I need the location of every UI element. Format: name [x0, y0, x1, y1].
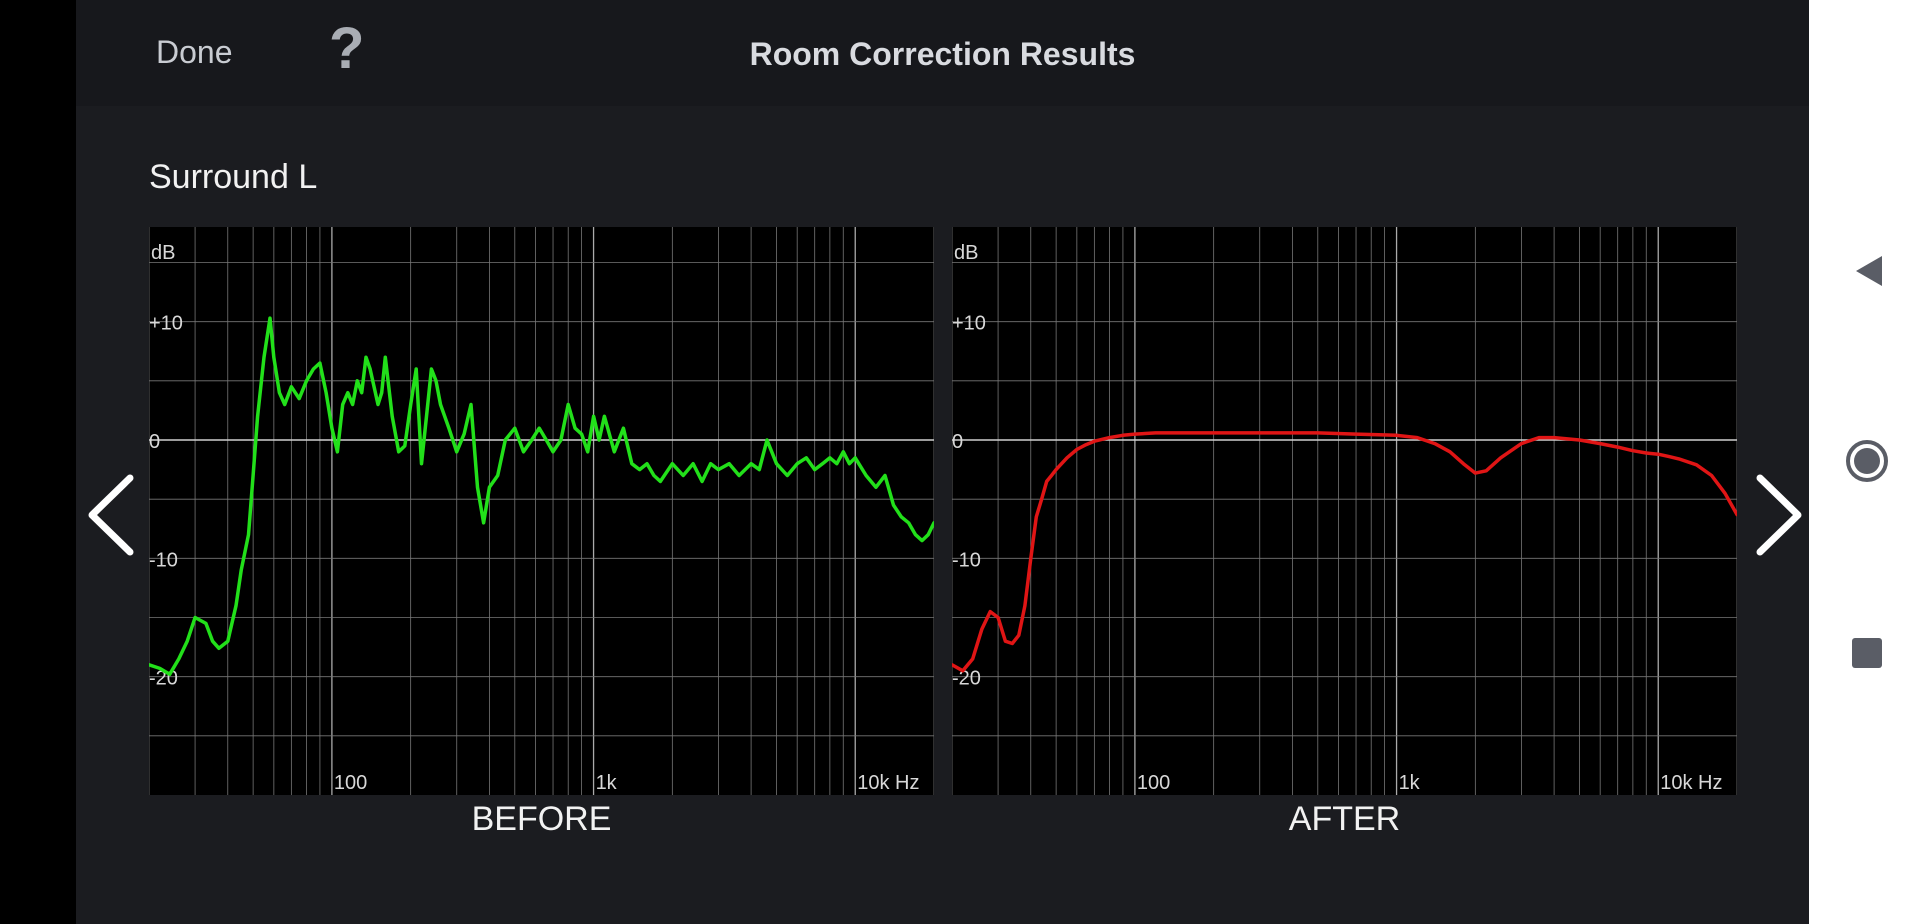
before-chart: dB +10 0 -10 -20 100 1k 10k Hz — [149, 227, 934, 795]
chevron-left-icon[interactable] — [82, 470, 142, 560]
after-xtick-label: 100 — [1137, 772, 1170, 794]
square-recents-icon[interactable] — [1844, 630, 1890, 676]
after-ytick-label: -10 — [952, 549, 981, 571]
before-ytick-label: -10 — [149, 549, 178, 571]
after-chart: dB +10 0 -10 -20 100 1k 10k Hz — [952, 227, 1737, 795]
after-label: AFTER — [1288, 800, 1401, 838]
after-ytick-label: -20 — [952, 668, 981, 690]
after-chart-svg: dB +10 0 -10 -20 100 1k 10k Hz — [952, 227, 1737, 795]
help-button[interactable]: ? — [329, 16, 365, 81]
circle-home-icon[interactable] — [1844, 438, 1890, 484]
before-horizontal-grid — [149, 262, 934, 737]
before-label: BEFORE — [471, 800, 612, 838]
before-ylabel: dB — [151, 242, 175, 264]
after-vertical-grid — [952, 227, 1737, 795]
after-xtick-label: 10k Hz — [1660, 772, 1722, 794]
top-bar: Done ? Room Correction Results — [76, 0, 1809, 106]
system-nav-bar — [1809, 0, 1920, 924]
after-horizontal-grid — [952, 262, 1737, 737]
before-ytick-label: +10 — [149, 313, 183, 335]
app-window: Done ? Room Correction Results Surround … — [76, 0, 1809, 924]
page-title: Room Correction Results — [749, 36, 1136, 72]
after-ytick-label: 0 — [952, 431, 963, 453]
after-xtick-label: 1k — [1399, 772, 1421, 794]
before-xtick-label: 1k — [596, 772, 618, 794]
before-response-curve — [149, 316, 934, 677]
before-ytick-label: 0 — [149, 431, 160, 453]
before-vertical-grid — [149, 227, 934, 795]
after-ytick-label: +10 — [952, 313, 986, 335]
left-edge — [0, 0, 76, 924]
after-response-curve — [952, 431, 1737, 673]
after-ylabel: dB — [954, 242, 978, 264]
done-button[interactable]: Done — [156, 34, 233, 70]
before-xtick-label: 100 — [334, 772, 367, 794]
speaker-name: Surround L — [149, 158, 318, 196]
before-xtick-label: 10k Hz — [857, 772, 919, 794]
triangle-back-icon[interactable] — [1844, 248, 1890, 294]
chevron-right-icon[interactable] — [1748, 470, 1808, 560]
